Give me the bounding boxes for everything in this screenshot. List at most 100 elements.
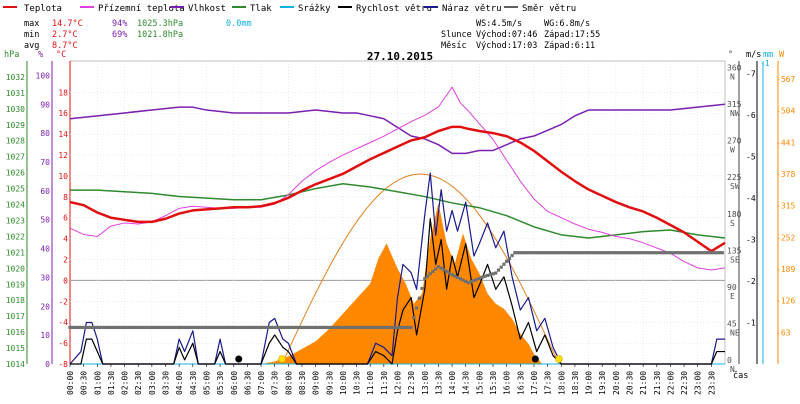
wind-direction-mark (221, 325, 225, 330)
series-rychlost-vetru (70, 218, 725, 365)
x-tick-label: 08:30 (298, 371, 307, 395)
tick-hpa: 1015 (6, 344, 25, 353)
wind-direction-mark (229, 325, 233, 330)
tick-wm: -567 (776, 75, 795, 84)
tick-hpa: 1016 (6, 328, 25, 337)
wind-direction-mark (98, 325, 102, 330)
wind-direction-mark (420, 286, 424, 291)
x-tick-label: 08:00 (284, 371, 293, 395)
x-tick-label: 15:00 (475, 371, 484, 395)
wind-direction-mark (84, 325, 88, 330)
wind-direction-mark (657, 251, 662, 255)
wind-direction-mark (131, 325, 135, 330)
tick-c: -6 (58, 339, 68, 348)
wind-direction-mark (395, 325, 400, 330)
wind-direction-mark (218, 325, 222, 330)
wind-direction-mark (428, 272, 432, 276)
wind-direction-mark (674, 251, 678, 255)
wind-direction-mark (425, 274, 430, 278)
legend: Teplota Přízemní teplota Vlhkost Tlak Sr… (3, 4, 576, 14)
wind-direction-mark (213, 325, 217, 330)
wind-direction-mark (704, 251, 708, 255)
wind-direction-mark (679, 251, 683, 255)
tick-deg-dir: E (730, 292, 735, 301)
axis-title-ms: m/s (746, 50, 761, 60)
x-tick-label: 10:00 (339, 371, 348, 395)
series-teplota (69, 125, 726, 253)
tick-c: -8 (58, 360, 68, 369)
wind-direction-mark (202, 325, 206, 330)
wind-direction-mark (417, 296, 421, 300)
wind-direction-mark (627, 251, 632, 255)
tick-hpa: 1030 (6, 105, 25, 114)
stats-max-hum: 94% (112, 19, 127, 29)
wind-direction-mark (532, 251, 536, 255)
x-tick-label: 22:00 (666, 371, 675, 395)
x-tick-label: 01:00 (93, 371, 102, 395)
tick-pct: 100 (36, 71, 51, 80)
wind-direction-mark (226, 325, 230, 330)
tick-hpa: 1029 (6, 121, 25, 130)
wind-direction-mark (264, 325, 269, 330)
sun-rise: Východ:07:46 (476, 30, 537, 40)
tick-pct: 60 (40, 187, 50, 196)
wind-direction-mark (117, 325, 121, 330)
wind-direction-mark (303, 325, 307, 330)
tick-ms: -7 (746, 69, 756, 78)
wind-direction-mark (431, 269, 435, 273)
wind-direction-mark (483, 274, 487, 278)
tick-c: 4 (63, 235, 68, 244)
wind-direction-mark (106, 325, 110, 330)
tick-wm: -441 (776, 138, 795, 147)
wind-direction-mark (584, 251, 588, 255)
wind-direction-mark (690, 251, 694, 255)
x-tick-label: 01:30 (107, 371, 116, 395)
wind-direction-mark (687, 251, 692, 255)
wind-direction-mark (122, 325, 127, 330)
tick-deg-dir: N (730, 73, 735, 82)
wind-direction-mark (251, 325, 255, 330)
stats-avg-temp: 8.7°C (52, 41, 78, 51)
wind-direction-mark (234, 325, 239, 330)
legend-label-smer: Směr větru (522, 4, 576, 14)
wind-direction-mark (300, 325, 304, 330)
wind-direction-mark (682, 251, 686, 255)
tick-deg: 225 (727, 173, 742, 182)
x-tick-label: 00:30 (80, 371, 89, 395)
tick-pct: 20 (40, 302, 50, 311)
wind-direction-mark (513, 251, 517, 255)
wind-direction-mark (79, 325, 83, 330)
wind-direction-mark (341, 325, 345, 330)
wind-direction-mark (551, 251, 555, 255)
wind-direction-mark (439, 266, 443, 270)
tick-deg-dir: W (730, 146, 735, 155)
wind-direction-mark (573, 251, 577, 255)
wind-direction-mark (717, 251, 722, 255)
wind-direction-mark (693, 251, 697, 255)
stats-max-label: max (24, 19, 39, 29)
wind-direction-mark (73, 325, 78, 330)
wind-direction-mark (193, 325, 198, 330)
series-naraz-vetru (69, 172, 725, 365)
tick-c: -2 (58, 297, 68, 306)
tick-hpa: 1025 (6, 185, 25, 194)
x-tick-label: 11:30 (380, 371, 389, 395)
wind-direction-mark (172, 325, 176, 330)
legend-label-tlak: Tlak (250, 4, 272, 14)
tick-wm: -252 (776, 233, 795, 242)
axis-titles: hPa % °C ° m/s mm W čas (4, 50, 785, 381)
wind-direction-mark (368, 325, 372, 330)
tick-pct: 30 (40, 273, 50, 282)
x-tick-label: 06:30 (243, 371, 252, 395)
stats-min-label: min (24, 30, 39, 40)
wind-direction-mark (169, 325, 173, 330)
wind-direction-mark (616, 251, 621, 255)
wind-direction-mark (404, 325, 408, 330)
tick-hpa: 1028 (6, 137, 25, 146)
wind-direction-mark (284, 325, 288, 330)
wind-direction-mark (92, 325, 97, 330)
tick-deg: 270 (727, 137, 742, 146)
wind-ws: WS:4.5m/s (476, 19, 522, 29)
wind-direction-mark (412, 316, 416, 320)
tick-hpa: 1024 (6, 201, 25, 210)
